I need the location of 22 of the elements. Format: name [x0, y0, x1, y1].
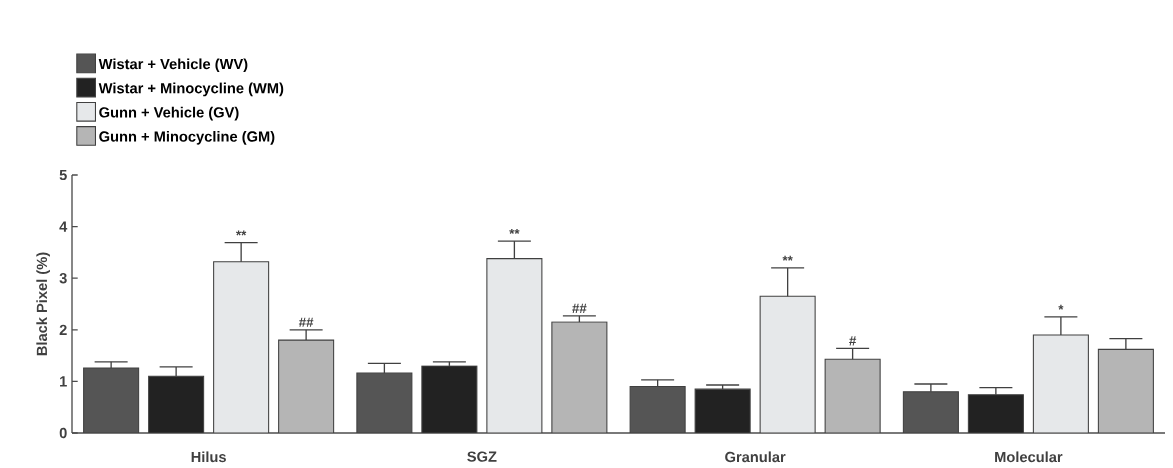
legend-label: Wistar + Minocycline (WM): [98, 82, 284, 97]
y-tick-label: 1: [60, 376, 67, 387]
x-tick-label: Hilus: [191, 451, 226, 463]
y-tick-label: 4: [59, 221, 68, 232]
y-axis-title: Black Pixel (%): [36, 252, 50, 356]
data-label: *: [1058, 304, 1064, 310]
legend-label: Gunn + Vehicle (GV): [99, 106, 239, 121]
legend-label: Wistar + Vehicle (WV): [98, 58, 248, 73]
x-tick-label: SGZ: [467, 451, 497, 462]
x-tick-label: Granular: [725, 451, 786, 463]
data-label: ##: [572, 303, 587, 313]
y-tick-label: 2: [59, 324, 67, 335]
x-tick-label: Molecular: [995, 451, 1063, 463]
data-label: **: [235, 230, 247, 236]
y-tick-label: 0: [59, 427, 67, 439]
y-tick-label: 3: [59, 273, 67, 284]
data-label: #: [849, 336, 857, 346]
data-label: ##: [298, 317, 314, 327]
legend-label: Gunn + Minocycline (GM): [99, 130, 275, 145]
y-tick-label: 5: [59, 169, 67, 181]
data-label: **: [782, 255, 793, 261]
data-label: **: [509, 228, 520, 234]
